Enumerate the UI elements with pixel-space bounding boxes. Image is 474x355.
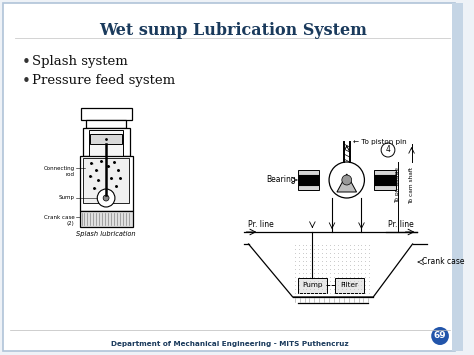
Bar <box>374 170 396 190</box>
Text: ← To piston pin: ← To piston pin <box>353 139 406 145</box>
Text: To pr. gauge: To pr. gauge <box>395 167 401 203</box>
Text: Pr. line: Pr. line <box>247 220 273 229</box>
Bar <box>91 134 122 144</box>
Text: •: • <box>22 74 30 89</box>
Bar <box>80 156 133 211</box>
Bar <box>90 130 123 156</box>
Bar <box>86 120 126 128</box>
FancyBboxPatch shape <box>298 278 327 293</box>
Text: 4: 4 <box>385 146 391 154</box>
Text: Crank case
(2): Crank case (2) <box>44 215 74 226</box>
Bar <box>83 158 128 203</box>
Text: Crank case: Crank case <box>422 257 465 267</box>
Text: Splash lubrication: Splash lubrication <box>76 231 136 237</box>
FancyBboxPatch shape <box>3 3 455 351</box>
Text: 69: 69 <box>434 332 447 340</box>
Polygon shape <box>337 174 356 192</box>
Bar <box>80 211 133 227</box>
Text: Sump: Sump <box>59 196 74 201</box>
Text: Bearing: Bearing <box>266 175 296 185</box>
FancyBboxPatch shape <box>336 278 364 293</box>
FancyBboxPatch shape <box>81 108 132 120</box>
Text: To cam shaft: To cam shaft <box>409 166 414 203</box>
Text: •: • <box>22 55 30 70</box>
Text: Pressure feed system: Pressure feed system <box>32 74 175 87</box>
Circle shape <box>103 195 109 201</box>
Circle shape <box>342 175 352 185</box>
Text: Splash system: Splash system <box>32 55 128 68</box>
Text: Department of Mechanical Engineering - MITS Puthencruz: Department of Mechanical Engineering - M… <box>111 341 349 347</box>
Bar <box>298 170 319 190</box>
Bar <box>82 128 130 156</box>
Circle shape <box>329 162 365 198</box>
Circle shape <box>431 327 449 345</box>
Text: Pump: Pump <box>302 282 323 288</box>
Bar <box>452 3 463 351</box>
Circle shape <box>97 189 115 207</box>
Text: Pr. line: Pr. line <box>388 220 414 229</box>
Text: Connecting
rod: Connecting rod <box>44 166 74 177</box>
Text: Filter: Filter <box>341 282 359 288</box>
Text: Wet sump Lubrication System: Wet sump Lubrication System <box>99 22 367 39</box>
